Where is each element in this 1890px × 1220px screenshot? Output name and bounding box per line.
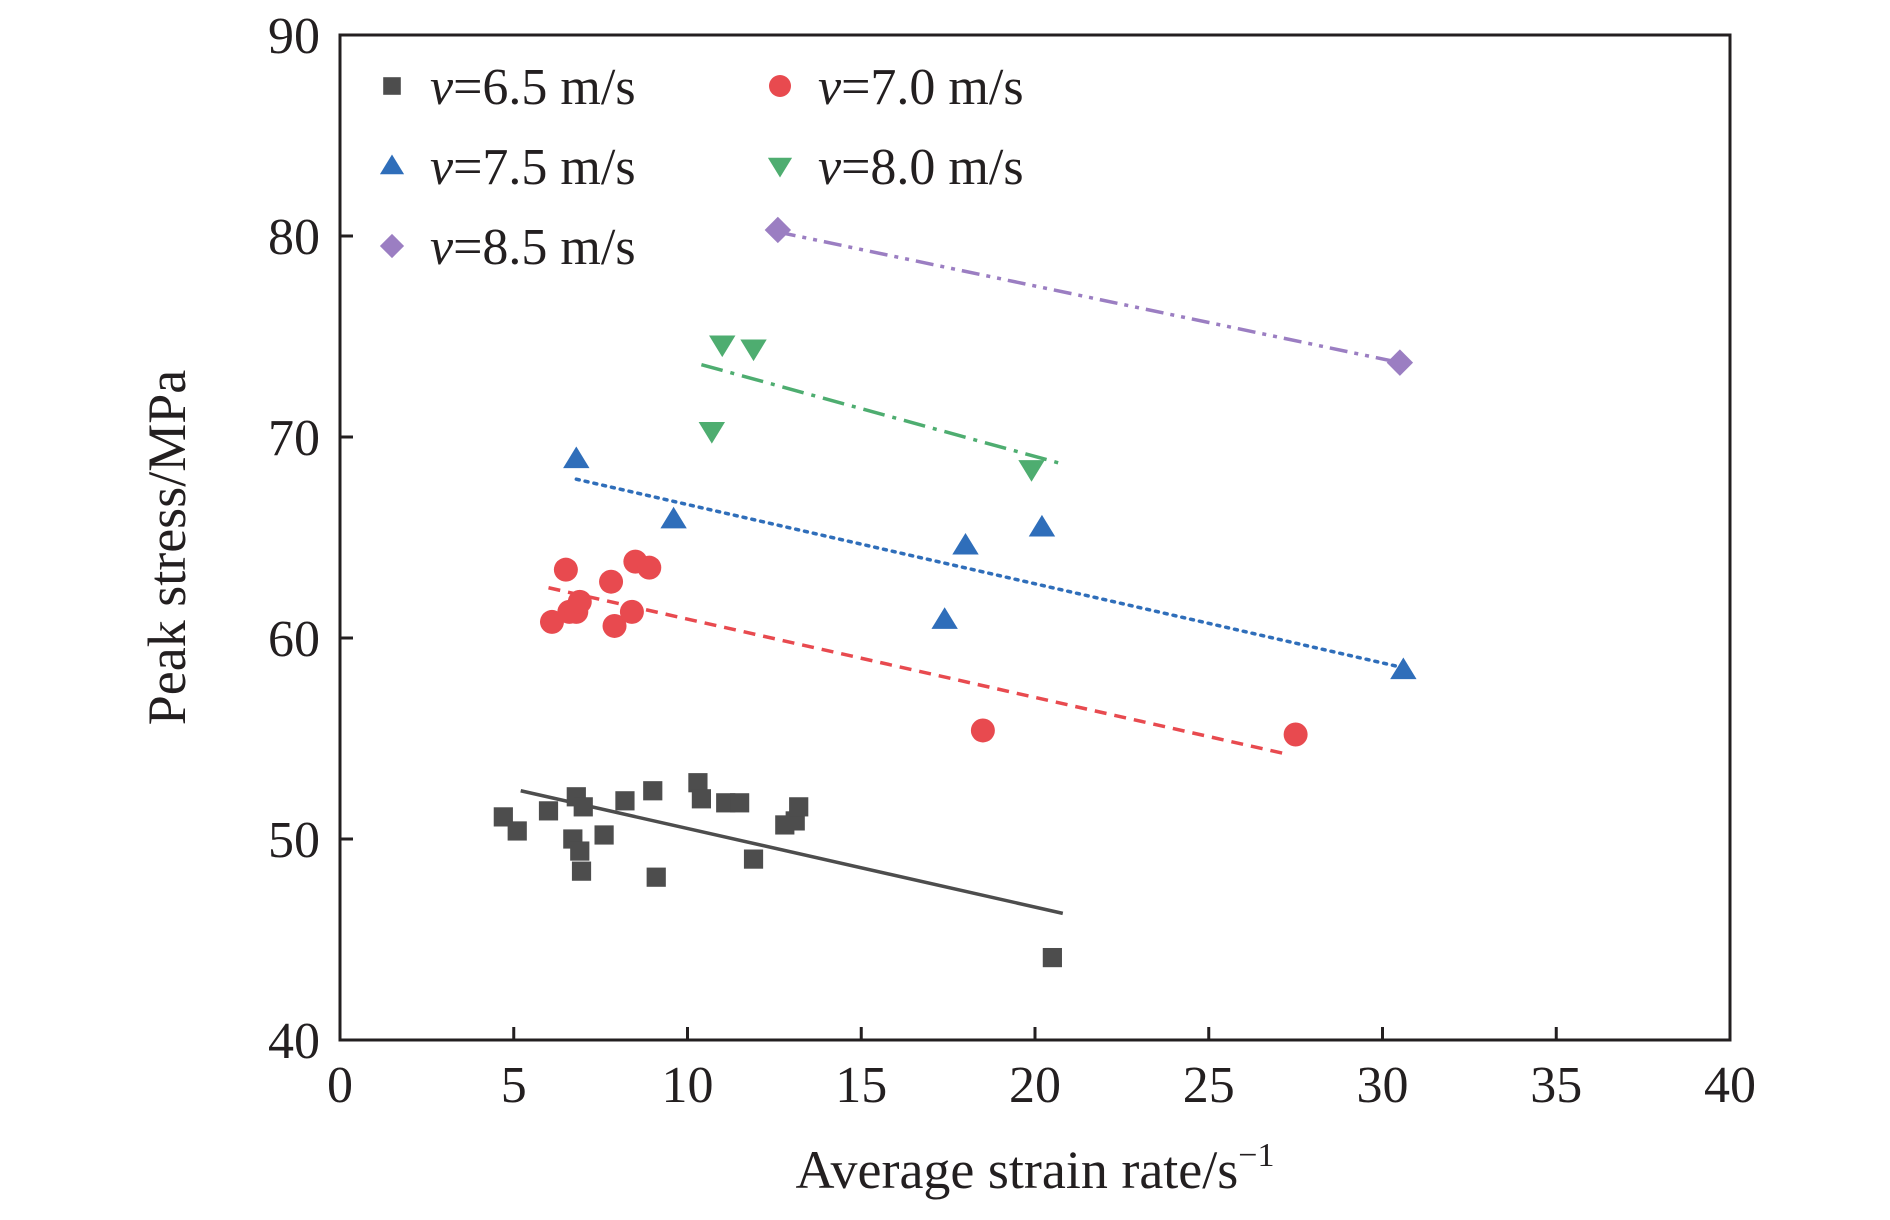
legend-label-value: =8.5 m/s <box>453 219 635 276</box>
legend: v=6.5 m/s v=7.0 m/sv=7.5 m/s v=8.0 m/sv=8.… <box>379 59 1024 276</box>
y-tick-label: 80 <box>268 209 320 266</box>
y-tick-label: 60 <box>268 611 320 668</box>
data-point-series-2 <box>539 609 564 634</box>
y-tick-label: 70 <box>268 410 320 467</box>
data-point-series-1 <box>570 841 590 861</box>
data-point-series-1 <box>507 821 527 841</box>
fit-line-series-3 <box>574 477 1399 668</box>
data-point-series-1 <box>743 849 764 869</box>
data-point-series-2 <box>567 589 592 614</box>
data-point-series-1 <box>646 867 666 887</box>
legend-marker-series-4 <box>767 157 793 178</box>
data-point-series-3 <box>1390 657 1417 680</box>
data-point-series-2 <box>637 555 662 580</box>
legend-marker-series-5 <box>379 233 405 259</box>
fit-line-series-5 <box>777 230 1401 365</box>
legend-label-variable: v <box>818 59 842 116</box>
legend-label-value: =8.0 m/s <box>841 139 1023 196</box>
x-tick-label: 40 <box>1704 1057 1756 1114</box>
legend-label-variable: v <box>430 139 454 196</box>
data-point-series-3 <box>1028 514 1056 537</box>
x-tick-label: 25 <box>1183 1057 1235 1114</box>
data-point-series-4 <box>698 421 726 444</box>
data-point-series-5 <box>764 216 792 244</box>
data-point-series-1 <box>538 801 559 821</box>
y-tick-label: 40 <box>268 1013 320 1070</box>
x-tick-label: 5 <box>501 1057 527 1114</box>
data-point-series-1 <box>594 825 614 845</box>
data-point-series-2 <box>619 599 644 624</box>
data-point-series-4 <box>1018 460 1045 482</box>
legend-label-series-5: v=8.5 m/s <box>430 219 636 276</box>
x-tick-label: 15 <box>835 1057 887 1114</box>
x-tick-label: 10 <box>662 1057 714 1114</box>
legend-label-series-3: v=7.5 m/s <box>430 139 636 196</box>
data-point-series-2 <box>553 557 578 582</box>
x-tick-label: 35 <box>1530 1057 1582 1114</box>
data-point-series-1 <box>573 797 593 817</box>
legend-marker-series-3 <box>379 154 405 175</box>
x-axis-title-superscript: −1 <box>1238 1137 1274 1174</box>
data-point-series-3 <box>563 446 590 469</box>
data-point-series-2 <box>970 718 995 743</box>
data-point-series-1 <box>688 773 708 793</box>
data-point-series-2 <box>599 569 624 594</box>
x-tick-label: 30 <box>1357 1057 1409 1114</box>
legend-label-variable: v <box>430 59 454 116</box>
data-point-series-2 <box>602 613 627 638</box>
fit-line-series-4 <box>700 362 1060 465</box>
x-axis-title-text: Average strain rate/s <box>796 1140 1239 1200</box>
axis-ticks: 0 5 10 15 20 25 30 35 40 40 50 60 70 80 90 <box>268 8 1756 1114</box>
legend-label-variable: v <box>818 139 842 196</box>
legend-label-series-2: v=7.0 m/s <box>818 59 1024 116</box>
data-point-series-3 <box>660 506 687 529</box>
fit-lines <box>520 230 1401 916</box>
legend-label-variable: v <box>430 219 454 276</box>
fit-line-series-2 <box>548 586 1290 757</box>
legend-label-value: =7.0 m/s <box>841 59 1023 116</box>
legend-label-series-4: v=8.0 m/s <box>818 139 1024 196</box>
fit-line-series-1 <box>520 789 1064 916</box>
x-axis-title: Average strain rate/s−1 <box>796 1137 1275 1200</box>
data-point-series-1 <box>730 793 750 813</box>
legend-label-value: =6.5 m/s <box>453 59 635 116</box>
y-tick-label: 50 <box>268 812 320 869</box>
y-axis-title: Peak stress/MPa <box>137 370 197 726</box>
data-point-series-5 <box>1386 349 1414 376</box>
legend-label-value: =7.5 m/s <box>453 139 635 196</box>
legend-marker-series-1 <box>383 77 401 95</box>
x-tick-label: 20 <box>1009 1057 1061 1114</box>
data-point-series-3 <box>931 607 958 629</box>
x-tick-label: 0 <box>327 1057 353 1114</box>
data-point-series-1 <box>571 861 592 881</box>
data-point-series-4 <box>740 339 767 362</box>
data-point-series-1 <box>643 781 663 801</box>
legend-label-series-1: v=6.5 m/s <box>430 59 636 116</box>
data-point-series-1 <box>615 791 635 811</box>
data-point-series-1 <box>789 797 809 817</box>
data-markers <box>493 216 1417 968</box>
data-point-series-4 <box>709 335 736 358</box>
legend-marker-series-2 <box>769 75 791 97</box>
y-tick-label: 90 <box>268 8 320 65</box>
data-point-series-2 <box>1283 722 1308 747</box>
data-point-series-1 <box>691 789 711 809</box>
data-point-series-3 <box>952 532 979 555</box>
data-point-series-1 <box>1042 947 1062 968</box>
